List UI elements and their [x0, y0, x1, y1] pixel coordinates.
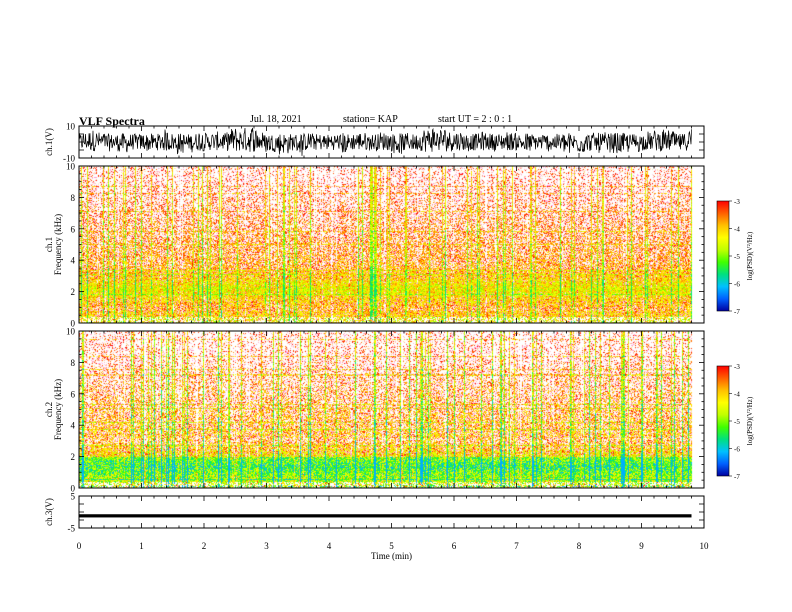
ch1-spectrogram-image — [79, 166, 704, 323]
x-tick-label: 5 — [389, 541, 394, 551]
y-tick-label: 10 — [66, 327, 76, 337]
x-tick-label: 8 — [577, 541, 582, 551]
y-tick-label: 10 — [66, 162, 76, 172]
x-tick-label: 9 — [639, 541, 644, 551]
y-axis-label-channel: ch.1 — [44, 237, 54, 252]
y-axis-label-channel: ch.2 — [44, 402, 54, 417]
y-tick-label: 8 — [71, 358, 76, 368]
colorbar-tick-label: -6 — [734, 446, 740, 454]
y-tick-label: 6 — [71, 389, 76, 399]
date-label: Jul. 18, 2021 — [250, 114, 302, 125]
x-tick-label: 3 — [264, 541, 269, 551]
colorbar-tick-label: -7 — [734, 308, 740, 316]
y-tick-label: -10 — [63, 154, 75, 164]
colorbar-label: log(PSD)(V²/Hz) — [746, 396, 754, 445]
x-tick-label: 7 — [514, 541, 519, 551]
y-tick-label: 5 — [71, 492, 76, 502]
colorbar-tick-label: -4 — [734, 391, 740, 399]
colorbar-tick-label: -3 — [734, 198, 740, 206]
y-tick-label: -5 — [68, 524, 76, 534]
axes-frames — [78, 125, 732, 529]
colorbar-tick-label: -5 — [734, 418, 740, 426]
x-tick-label: 6 — [452, 541, 457, 551]
y-tick-label: 4 — [71, 256, 76, 266]
y-axis-label: ch.1(V) — [44, 128, 54, 156]
colorbar-tick-label: -3 — [734, 363, 740, 371]
x-tick-label: 4 — [327, 541, 332, 551]
ch2-spectrogram-image — [79, 331, 704, 488]
y-tick-label: 8 — [71, 193, 76, 203]
x-tick-label: 10 — [700, 541, 710, 551]
station-label: station= KAP — [343, 114, 398, 125]
colorbar-tick-label: -5 — [734, 253, 740, 261]
x-tick-label: 2 — [202, 541, 207, 551]
y-tick-label: 2 — [71, 287, 76, 297]
colorbar-label: log(PSD)(V²/Hz) — [746, 231, 754, 280]
start-ut-label: start UT = 2 : 0 : 1 — [438, 114, 513, 125]
y-axis-label: ch.3(V) — [44, 498, 54, 526]
y-axis-label: Frequency (kHz) — [53, 214, 63, 275]
spectrogram-images — [79, 166, 704, 488]
colorbar-tick-label: -6 — [734, 281, 740, 289]
y-tick-label: 4 — [71, 421, 76, 431]
waveform-traces — [78, 127, 692, 518]
ch1-colorbar — [716, 200, 730, 312]
x-tick-label: 1 — [139, 541, 144, 551]
x-axis-label: Time (min) — [371, 551, 412, 561]
colorbar-tick-label: -7 — [734, 473, 740, 481]
y-tick-label: 6 — [71, 224, 76, 234]
x-tick-label: 0 — [77, 541, 82, 551]
y-tick-label: 0 — [71, 319, 76, 329]
y-axis-label: Frequency (kHz) — [53, 379, 63, 440]
figure-title: VLF Spectra — [79, 114, 145, 128]
y-tick-label: 2 — [71, 452, 76, 462]
y-tick-label: 10 — [66, 122, 76, 132]
colorbar-tick-label: -4 — [734, 226, 740, 234]
y-tick-label: 0 — [71, 484, 76, 494]
ch2-colorbar — [716, 365, 730, 477]
ch1-waveform-trace — [78, 127, 692, 156]
ch3-waveform-trace — [79, 514, 692, 518]
